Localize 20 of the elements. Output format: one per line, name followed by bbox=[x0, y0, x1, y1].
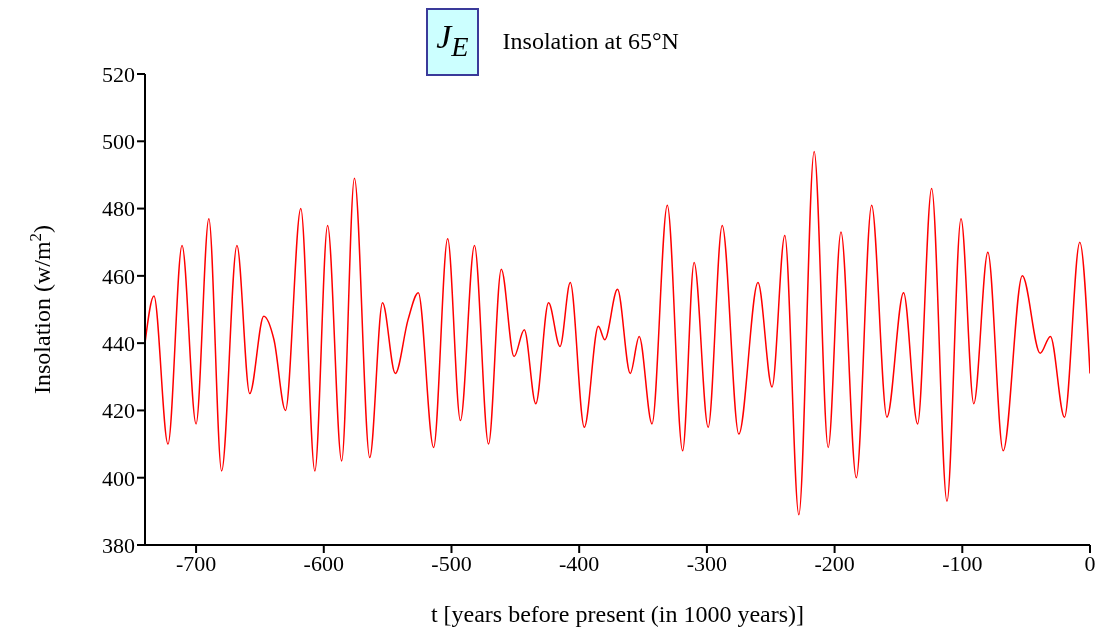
x-tick-label: -400 bbox=[559, 550, 600, 576]
line-series bbox=[145, 150, 1090, 516]
x-tick-label: -500 bbox=[431, 550, 472, 576]
y-tick-label: 460 bbox=[102, 263, 135, 289]
x-axis-title: t [years before present (in 1000 years)] bbox=[430, 601, 805, 627]
y-tick-label: 520 bbox=[102, 61, 135, 87]
chart-title: Insolation at 65°N bbox=[502, 28, 679, 56]
y-tick-label: 400 bbox=[102, 465, 135, 491]
x-tick-label: -200 bbox=[814, 550, 855, 576]
x-tick-label: -300 bbox=[686, 550, 728, 576]
x-tick-label: -700 bbox=[175, 550, 217, 576]
x-tick-label: -600 bbox=[303, 550, 344, 576]
y-tick-label: 420 bbox=[102, 398, 135, 424]
x-tick-label: 0 bbox=[1084, 550, 1096, 576]
text: J$_{E}$ bbox=[426, 8, 479, 76]
y-tick-label: 380 bbox=[102, 532, 135, 558]
y-tick-label: 500 bbox=[102, 129, 135, 155]
y-tick-label: 480 bbox=[102, 196, 135, 222]
x-tick-label: -100 bbox=[942, 550, 983, 576]
y-tick-label: 440 bbox=[102, 330, 135, 356]
